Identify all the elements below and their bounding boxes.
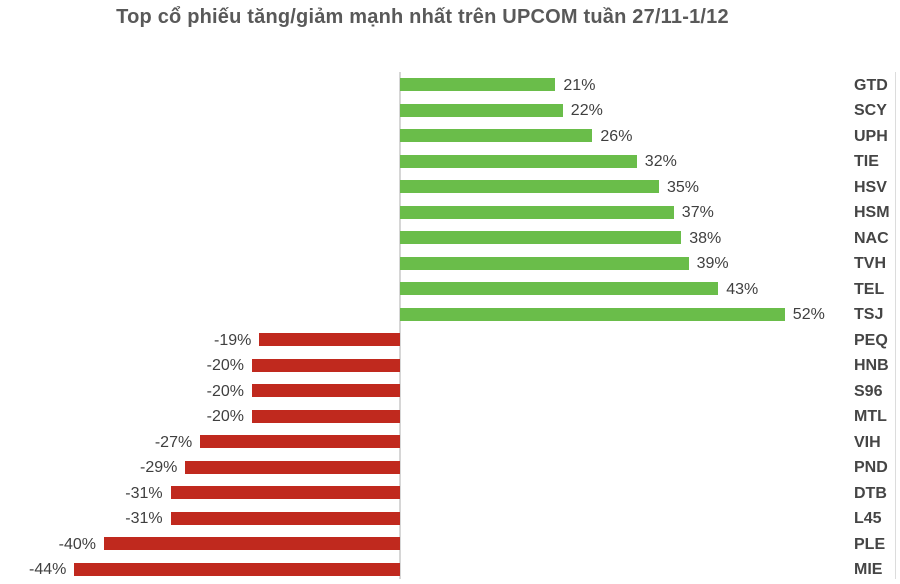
ticker-label: NAC xyxy=(854,229,889,247)
loss-bar xyxy=(252,409,400,423)
loss-bar xyxy=(170,511,400,525)
bar-row: -19% PEQ xyxy=(0,327,900,353)
ticker-label: HSM xyxy=(854,204,890,222)
bar-row: 37% HSM xyxy=(0,200,900,226)
bar-row: 52% TSJ xyxy=(0,302,900,328)
gain-bar xyxy=(400,256,689,270)
value-label: -40% xyxy=(58,535,96,553)
loss-bar xyxy=(259,333,400,347)
ticker-label: L45 xyxy=(854,510,882,528)
value-label: 38% xyxy=(689,229,722,247)
value-label: 37% xyxy=(681,204,714,222)
value-label: 52% xyxy=(792,306,825,324)
ticker-label: PND xyxy=(854,459,888,477)
gain-bar xyxy=(400,231,682,245)
ticker-label: UPH xyxy=(854,127,888,145)
loss-bar xyxy=(170,486,400,500)
value-label: 32% xyxy=(644,153,677,171)
loss-bar xyxy=(185,460,400,474)
bar-row: 22% SCY xyxy=(0,98,900,124)
ticker-label: VIH xyxy=(854,433,881,451)
value-label: 21% xyxy=(563,76,596,94)
ticker-label: PLE xyxy=(854,535,886,553)
plot-area: 21% GTD 22% SCY 26% UPH 32% TIE 35% HSV 37% HSM 38% N… xyxy=(0,72,900,582)
ticker-label: TVH xyxy=(854,255,886,273)
ticker-label: MTL xyxy=(854,408,887,426)
value-label: 39% xyxy=(696,255,729,273)
value-label: 26% xyxy=(600,127,633,145)
gain-bar xyxy=(400,154,637,168)
ticker-label: TEL xyxy=(854,280,885,298)
gain-bar xyxy=(400,282,719,296)
bar-row: -27% VIH xyxy=(0,429,900,455)
ticker-label: HSV xyxy=(854,178,887,196)
bar-row: -20% HNB xyxy=(0,353,900,379)
bar-row: -31% L45 xyxy=(0,506,900,532)
vertical-axis-line xyxy=(399,72,401,579)
ticker-label: DTB xyxy=(854,484,887,502)
bar-row: -40% PLE xyxy=(0,531,900,557)
value-label: -27% xyxy=(154,433,193,451)
ticker-label: TIE xyxy=(854,153,879,171)
bar-row: 43% TEL xyxy=(0,276,900,302)
bar-row: 38% NAC xyxy=(0,225,900,251)
value-label: 43% xyxy=(726,280,759,298)
value-label: -44% xyxy=(29,561,67,579)
chart-title: Top cổ phiếu tăng/giảm mạnh nhất trên UP… xyxy=(116,6,729,28)
ticker-label: S96 xyxy=(854,382,883,400)
value-label: -31% xyxy=(125,510,163,528)
ticker-label: GTD xyxy=(854,76,888,94)
ticker-label: SCY xyxy=(854,102,887,120)
gain-bar xyxy=(400,307,785,321)
value-label: -20% xyxy=(206,357,244,375)
value-label: -20% xyxy=(206,382,244,400)
value-label: 22% xyxy=(570,102,603,120)
bar-row: 21% GTD xyxy=(0,72,900,98)
gain-bar xyxy=(400,103,563,117)
loss-bar xyxy=(104,537,400,551)
bar-row: -31% DTB xyxy=(0,480,900,506)
gain-bar xyxy=(400,180,659,194)
value-label: -29% xyxy=(140,459,178,477)
value-label: -20% xyxy=(206,408,244,426)
bar-row: 39% TVH xyxy=(0,251,900,277)
loss-bar xyxy=(252,358,400,372)
bar-row: 26% UPH xyxy=(0,123,900,149)
bar-row: -20% MTL xyxy=(0,404,900,430)
bar-row: -44% MIE xyxy=(0,557,900,583)
ticker-label: TSJ xyxy=(854,306,884,324)
plot-right-border xyxy=(895,72,896,579)
gain-bar xyxy=(400,129,593,143)
gain-bar xyxy=(400,78,556,92)
loss-bar xyxy=(200,435,400,449)
value-label: -19% xyxy=(214,331,252,349)
value-label: -31% xyxy=(125,484,163,502)
loss-bar xyxy=(252,384,400,398)
ticker-label: PEQ xyxy=(854,331,888,349)
ticker-label: HNB xyxy=(854,357,889,375)
loss-bar xyxy=(74,562,400,576)
bar-row: -20% S96 xyxy=(0,378,900,404)
ticker-label: MIE xyxy=(854,561,883,579)
bar-row: 35% HSV xyxy=(0,174,900,200)
value-label: 35% xyxy=(667,178,700,196)
bar-row: 32% TIE xyxy=(0,149,900,175)
gain-bar xyxy=(400,205,674,219)
bar-row: -29% PND xyxy=(0,455,900,481)
